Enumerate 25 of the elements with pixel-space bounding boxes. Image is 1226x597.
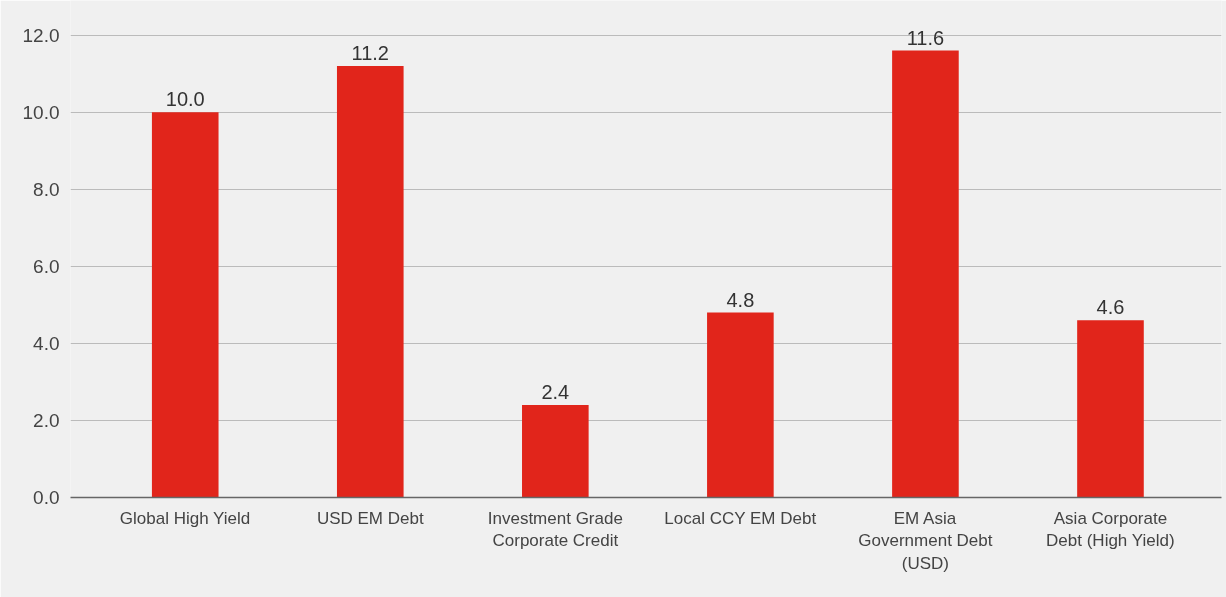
x-tick-label: EM Asia Government Debt (USD) [858,508,993,574]
y-tick-label: 2.0 [33,409,60,431]
x-tick-label: Global High Yield [119,508,251,528]
y-tick-label: 6.0 [33,255,60,277]
x-tick-label: Local CCY EM Debt [664,508,817,528]
data-label: 2.4 [541,381,570,404]
y-tick-label: 12.0 [22,24,60,46]
bar [151,112,219,498]
bar [336,66,404,498]
x-tick-label: Asia Corporate Debt (High Yield) [1046,508,1175,551]
x-tick-label: USD EM Debt [316,508,424,528]
data-label: 10.0 [165,88,205,111]
bar [522,405,589,498]
x-tick-label: Investment Grade Corporate Credit [487,508,623,551]
data-label: 4.6 [1096,296,1125,319]
data-label: 11.2 [351,42,390,64]
y-tick-label: 8.0 [33,178,60,200]
data-label: 11.6 [906,26,945,49]
data-label: 4.8 [726,288,755,311]
y-tick-label: 0.0 [33,487,60,508]
bar [707,312,774,498]
bar [1077,320,1144,498]
bar [892,50,959,498]
y-tick-label: 4.0 [33,332,60,354]
y-tick-label: 10.0 [22,101,60,123]
